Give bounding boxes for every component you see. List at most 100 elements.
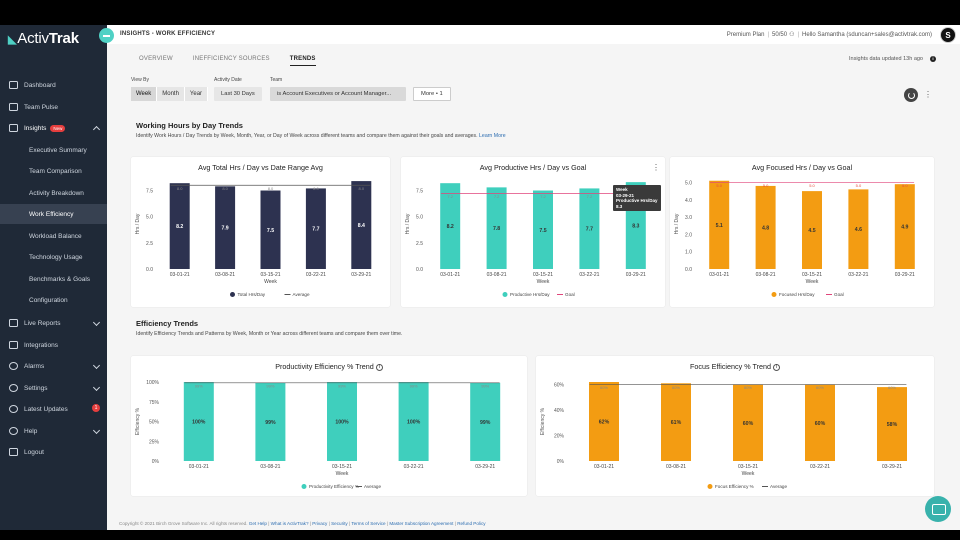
footer-link-what-is[interactable]: What is ActivTrak?: [270, 521, 309, 526]
legend-label: Focused Hrs/Day: [779, 292, 815, 297]
legend-label: Average: [293, 292, 310, 297]
ref-value-label: 5.0: [716, 183, 722, 188]
footer-link-security[interactable]: Security: [331, 521, 348, 526]
sidebar-item-settings[interactable]: Settings: [0, 378, 107, 398]
y-axis-label: Efficiency %: [540, 407, 546, 435]
bar: [709, 180, 730, 269]
bar-value-label: 4.5: [808, 228, 815, 234]
x-tick-label: 03-22-21: [848, 272, 868, 278]
x-axis-label: Week: [537, 279, 550, 285]
activity-date-select[interactable]: Last 30 Days: [214, 87, 262, 101]
sidebar-item-integrations[interactable]: Integrations: [0, 335, 107, 355]
chart-menu-icon[interactable]: ⋮: [652, 163, 660, 172]
sidebar-sub-workload-balance[interactable]: Workload Balance: [29, 232, 82, 240]
tab-trends[interactable]: TRENDS: [289, 56, 316, 66]
bar-value-label: 100%: [407, 420, 421, 426]
sidebar-sub-technology-usage[interactable]: Technology Usage: [29, 253, 83, 261]
breadcrumb: INSIGHTS - WORK EFFICIENCY: [120, 31, 216, 37]
chevron-down-icon: [92, 426, 101, 435]
team-select[interactable]: is Account Executives or Account Manager…: [270, 87, 406, 101]
x-tick-label: 03-08-21: [487, 272, 507, 278]
sidebar-sub-benchmarks-goals[interactable]: Benchmarks & Goals: [29, 275, 91, 283]
more-options-icon[interactable]: ⋮: [924, 90, 932, 99]
x-tick-label: 03-01-21: [170, 272, 190, 278]
y-tick-label: 7.5: [416, 189, 423, 195]
bar-value-label: 7.8: [493, 226, 500, 232]
view-by-month[interactable]: Month: [157, 87, 185, 101]
bar: [805, 384, 835, 461]
footer-link-privacy[interactable]: Privacy: [312, 521, 328, 526]
x-tick-label: 03-15-21: [260, 272, 280, 278]
sidebar-item-latest-updates[interactable]: Latest Updates 1: [0, 399, 107, 419]
x-tick-label: 03-15-21: [533, 272, 553, 278]
legend-swatch: [707, 484, 713, 489]
view-by-week[interactable]: Week: [131, 87, 158, 101]
legend-swatch: [301, 484, 307, 489]
sidebar-item-dashboard[interactable]: Dashboard: [0, 75, 107, 95]
ref-value-label: 8.0: [268, 186, 274, 191]
more-filters-button[interactable]: More • 1: [413, 87, 451, 101]
tab-overview[interactable]: OVERVIEW: [139, 56, 173, 62]
refresh-icon[interactable]: [904, 88, 918, 102]
x-axis-label: Week: [742, 471, 755, 477]
sidebar-sub-work-efficiency[interactable]: Work Efficiency: [0, 204, 107, 224]
bar-value-label: 61%: [671, 420, 682, 426]
avatar[interactable]: S: [940, 26, 956, 43]
chart-card-productivity-efficiency: Productivity Efficiency % Trend i 0% 25% 5…: [131, 356, 527, 496]
ref-value-label: 99%: [338, 383, 346, 388]
x-tick-label: 03-22-21: [579, 272, 599, 278]
y-tick-label: 0.0: [416, 267, 423, 273]
info-icon[interactable]: i: [375, 363, 383, 371]
bar: [533, 190, 553, 269]
x-tick-label: 03-15-21: [738, 464, 758, 470]
sidebar-item-insights[interactable]: Insights New: [0, 118, 107, 138]
main-content: INSIGHTS - WORK EFFICIENCY Premium Plan …: [107, 25, 960, 530]
updates-count-badge: 1: [92, 404, 100, 412]
y-tick-label: 0.0: [146, 267, 153, 273]
collapse-sidebar-button[interactable]: [99, 28, 114, 43]
ref-value-label: 7.2: [447, 194, 453, 199]
view-by-year[interactable]: Year: [184, 87, 209, 101]
x-tick-label: 03-08-21: [756, 272, 776, 278]
x-tick-label: 03-08-21: [666, 464, 686, 470]
logo-text-thin: Activ: [17, 30, 49, 47]
sidebar-sub-activity-breakdown[interactable]: Activity Breakdown: [29, 189, 84, 197]
bar-value-label: 100%: [192, 420, 206, 426]
footer-link-terms[interactable]: Terms of Service: [351, 521, 386, 526]
sidebar-sub-executive-summary[interactable]: Executive Summary: [29, 146, 87, 154]
x-tick-label: 03-29-21: [351, 272, 371, 278]
sidebar-item-team-pulse[interactable]: Team Pulse: [0, 97, 107, 117]
footer-link-msa[interactable]: Master Subscription Agreement: [389, 521, 454, 526]
ref-value-label: 5.0: [856, 183, 862, 188]
bar-value-label: 99%: [265, 420, 276, 426]
sidebar-item-live-reports[interactable]: Live Reports: [0, 313, 107, 333]
info-icon[interactable]: i: [930, 56, 936, 62]
tab-inefficiency-sources[interactable]: INEFFICIENCY SOURCES: [192, 56, 270, 62]
footer-link-refund[interactable]: Refund Policy: [457, 521, 486, 526]
info-icon[interactable]: i: [772, 363, 780, 371]
y-tick-label: 0%: [152, 459, 160, 465]
sidebar-item-alarms[interactable]: Alarms: [0, 356, 107, 376]
section-title-efficiency: Efficiency Trends: [136, 319, 199, 328]
legend-swatch: [502, 292, 508, 297]
sidebar-sub-team-comparison[interactable]: Team Comparison: [29, 167, 82, 175]
ref-value-label: 7.2: [587, 194, 593, 199]
bar: [470, 382, 501, 461]
user-greeting[interactable]: Hello Samantha (sduncan+sales@activtrak.…: [802, 31, 932, 38]
learn-more-link[interactable]: Learn More: [479, 133, 506, 139]
sidebar-sub-configuration[interactable]: Configuration: [29, 296, 68, 304]
users-icon: ⚇: [789, 32, 795, 38]
footer-link-help[interactable]: Get Help: [248, 521, 267, 526]
seat-count: 50/50: [772, 31, 788, 38]
view-by-label: View By: [131, 77, 149, 83]
sidebar-item-help[interactable]: Help: [0, 421, 107, 441]
chat-icon[interactable]: [925, 496, 951, 522]
legend-label: Average: [770, 484, 787, 489]
alarms-icon: [9, 362, 18, 370]
ref-value-label: 99%: [410, 383, 418, 388]
chart-focused-hrs: 0.0 1.0 2.0 3.0 4.0 5.0 Hrs / Day 5.1 5.0 03-01-2…: [674, 180, 915, 297]
chart-total-hrs: 0.0 2.5 5.0 7.5 Hrs / Day 8.2 8.0 03-01-21 7.9 8.…: [135, 181, 372, 297]
y-tick-label: 1.0: [685, 250, 692, 256]
logo[interactable]: ◣ActivTrak: [8, 30, 79, 47]
sidebar-item-logout[interactable]: Logout: [0, 442, 107, 462]
